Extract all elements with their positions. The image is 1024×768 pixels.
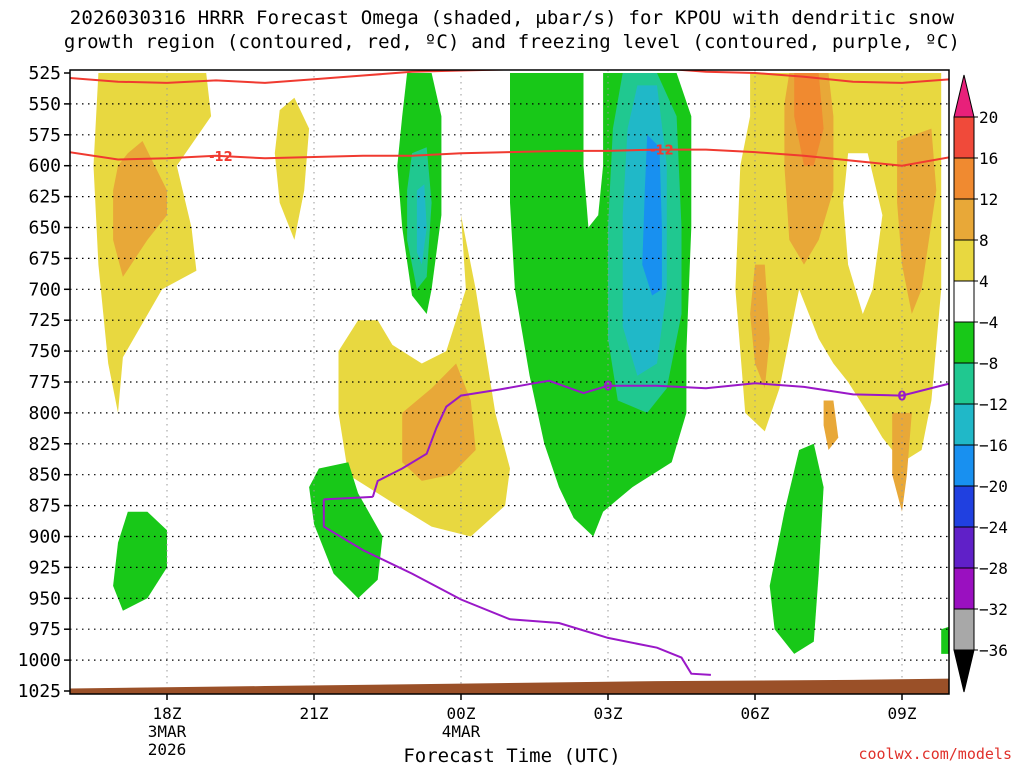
omega-region-12 — [642, 134, 662, 296]
y-tick-label-700: 700 — [28, 279, 61, 300]
y-tick-label-800: 800 — [28, 403, 61, 424]
colorbar-box-8 — [953, 444, 975, 487]
dendritic-label-left-text: -12 — [209, 150, 233, 165]
y-tick-label-925: 925 — [28, 557, 61, 578]
freezing-label-left-text: 0 — [603, 380, 612, 395]
omega-region-1 — [113, 141, 167, 277]
omega-region-15 — [843, 153, 883, 314]
omega-region-24 — [769, 443, 824, 654]
colorbar-label-2: 12 — [979, 190, 998, 209]
terrain-fill — [70, 678, 949, 694]
y-tick-label-650: 650 — [28, 218, 61, 239]
freezing-level-contour — [371, 379, 949, 498]
dendritic-label-right-text: -12 — [650, 144, 674, 159]
contour-lines: -12 -12 0 0 — [70, 70, 949, 676]
colorbar-label-13: −36 — [979, 641, 1008, 660]
y-tick-label-825: 825 — [28, 434, 61, 455]
colorbar-box-6 — [953, 362, 975, 405]
omega-region-20 — [892, 412, 912, 512]
x-axis-label: Forecast Time (UTC) — [403, 745, 621, 767]
omega-region-18 — [750, 264, 770, 389]
gridlines — [70, 70, 949, 694]
y-tick-label-1000: 1000 — [18, 650, 61, 671]
y-tick-label-850: 850 — [28, 465, 61, 486]
y-tick-label-525: 525 — [28, 63, 61, 84]
colorbar-box-2 — [953, 198, 975, 241]
x-tick-label-09Z-0: 09Z — [888, 704, 917, 723]
colorbar-bottom-triangle — [953, 649, 975, 693]
omega-region-23 — [309, 462, 383, 599]
colorbar-box-1 — [953, 157, 975, 200]
colorbar-label-4: 4 — [979, 272, 989, 291]
omega-region-25 — [941, 626, 949, 654]
x-tick-label-18Z-2: 2026 — [148, 740, 187, 759]
y-tick-label-875: 875 — [28, 496, 61, 517]
y-axis: 525 550 575 600 625 650 675 700 725 750 775 800 825 8… — [18, 63, 70, 702]
colorbar-box-0 — [953, 116, 975, 159]
dendritic-12c-contour — [70, 148, 949, 167]
x-tick-label-00Z-0: 00Z — [447, 704, 476, 723]
y-tick-label-950: 950 — [28, 588, 61, 609]
y-tick-label-625: 625 — [28, 187, 61, 208]
y-tick-label-750: 750 — [28, 341, 61, 362]
colorbar-label-5: −4 — [979, 313, 998, 332]
title-line-1: 2026030316 HRRR Forecast Omega (shaded, … — [69, 7, 955, 29]
x-tick-label-18Z-0: 18Z — [153, 704, 182, 723]
colorbar-label-3: 8 — [979, 231, 989, 250]
colorbar-label-9: −20 — [979, 477, 1008, 496]
y-tick-label-975: 975 — [28, 619, 61, 640]
omega-shading — [93, 73, 949, 654]
dendritic-top-contour — [70, 70, 949, 84]
x-tick-label-21Z-0: 21Z — [300, 704, 329, 723]
colorbar-label-1: 16 — [979, 149, 998, 168]
x-tick-label-06Z-0: 06Z — [741, 704, 770, 723]
colorbar-label-12: −32 — [979, 600, 1008, 619]
y-tick-label-550: 550 — [28, 94, 61, 115]
omega-region-21 — [794, 73, 824, 166]
colorbar-label-8: −16 — [979, 436, 1008, 455]
omega-region-17 — [897, 128, 937, 314]
omega-region-2 — [274, 97, 310, 240]
colorbar: 20 16 12 8 4 −4 −8 −12 −16 −20 −24 −28 −32 −36 — [953, 74, 1008, 693]
y-tick-label-900: 900 — [28, 527, 61, 548]
colorbar-label-7: −12 — [979, 395, 1008, 414]
colorbar-box-7 — [953, 403, 975, 446]
colorbar-box-10 — [953, 526, 975, 569]
terrain-surface — [70, 678, 949, 694]
dendritic-label-right: -12 — [650, 144, 674, 159]
colorbar-box-4 — [953, 280, 975, 323]
freezing-level-contour-lower — [322, 499, 711, 676]
freezing-label-right: 0 — [897, 390, 906, 405]
y-tick-label-575: 575 — [28, 125, 61, 146]
x-tick-label-18Z-1: 3MAR — [148, 722, 187, 741]
colorbar-label-10: −24 — [979, 518, 1008, 537]
x-tick-label-00Z-1: 4MAR — [442, 722, 481, 741]
freezing-label-right-text: 0 — [897, 390, 906, 405]
y-tick-label-775: 775 — [28, 372, 61, 393]
y-tick-label-725: 725 — [28, 310, 61, 331]
colorbar-top-triangle — [953, 74, 975, 118]
colorbar-box-11 — [953, 567, 975, 610]
y-tick-label-675: 675 — [28, 248, 61, 269]
freezing-level-connector — [323, 495, 373, 501]
omega-region-5 — [416, 184, 427, 265]
chart-title: 2026030316 HRRR Forecast Omega (shaded, … — [0, 6, 1024, 54]
omega-region-22 — [113, 511, 167, 611]
colorbar-label-0: 20 — [979, 108, 998, 127]
y-tick-label-600: 600 — [28, 156, 61, 177]
colorbar-box-5 — [953, 321, 975, 364]
colorbar-box-9 — [953, 485, 975, 528]
title-line-2: growth region (contoured, red, ºC) and f… — [63, 31, 961, 53]
freezing-label-left: 0 — [603, 380, 612, 395]
y-tick-label-1025: 1025 — [18, 681, 61, 702]
colorbar-box-12 — [953, 608, 975, 651]
x-tick-label-03Z-0: 03Z — [594, 704, 623, 723]
credit-text: coolwx.com/models — [858, 745, 1012, 763]
colorbar-label-6: −8 — [979, 354, 998, 373]
colorbar-box-3 — [953, 239, 975, 282]
dendritic-label-left: -12 — [209, 150, 233, 165]
colorbar-label-11: −28 — [979, 559, 1008, 578]
